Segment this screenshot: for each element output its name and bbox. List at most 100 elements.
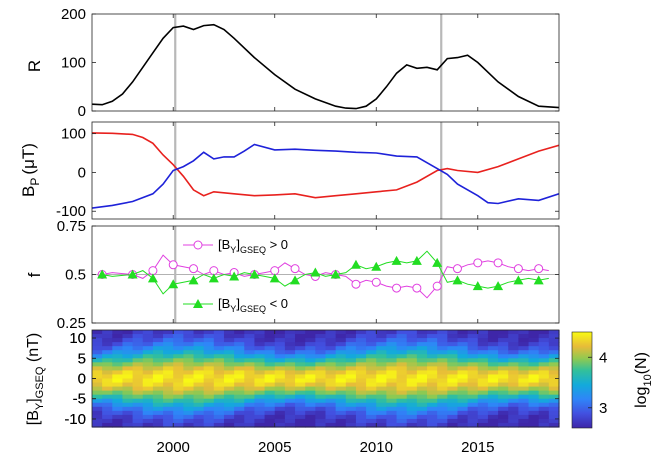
heatmap-cell <box>315 346 327 351</box>
heatmap-cell <box>508 362 519 367</box>
heatmap-cell <box>457 378 469 384</box>
heatmap-cell <box>315 386 327 392</box>
heatmap-cell <box>467 390 479 396</box>
heatmap-cell <box>92 410 103 416</box>
heatmap-cell <box>477 418 489 424</box>
heatmap-cell <box>132 350 144 355</box>
heatmap-cell <box>538 374 550 380</box>
heatmap-cell <box>447 406 459 412</box>
heatmap-cell <box>203 362 215 367</box>
axes-frame <box>91 121 560 220</box>
heatmap-cell <box>234 374 245 380</box>
heatmap-cell <box>335 398 347 404</box>
heatmap-cell <box>386 338 398 343</box>
heatmap-cell <box>508 350 519 355</box>
heatmap-cell <box>416 422 428 428</box>
heatmap-cell <box>437 346 448 351</box>
heatmap-cell <box>234 386 245 392</box>
heatmap-cell <box>142 358 154 363</box>
heatmap-cell <box>528 342 540 347</box>
heatmap-cell <box>508 422 519 428</box>
heatmap-cell <box>193 350 205 355</box>
heatmap-cell <box>498 362 509 367</box>
heatmap-cell <box>467 366 479 372</box>
heatmap-cell <box>223 382 235 388</box>
heatmap-cell <box>274 342 286 347</box>
heatmap-cell <box>173 330 184 335</box>
heatmap-cell <box>274 390 286 396</box>
heatmap-cell <box>223 342 235 347</box>
heatmap-cell <box>142 394 154 400</box>
heatmap-cell <box>538 366 550 372</box>
heatmap-cell <box>295 362 306 367</box>
heatmap-cell <box>457 338 469 343</box>
heatmap-cell <box>142 354 154 359</box>
heatmap-cell <box>437 378 448 384</box>
heatmap-cell <box>447 342 459 347</box>
heatmap-cell <box>264 362 276 367</box>
heatmap-cell <box>498 330 509 335</box>
series-marker <box>534 264 544 274</box>
heatmap-cell <box>386 422 398 428</box>
y-tick-label: 0.25 <box>57 315 86 332</box>
heatmap-cell <box>193 386 205 392</box>
heatmap-cell <box>325 394 337 400</box>
heatmap-cell <box>386 358 398 363</box>
heatmap-cell <box>193 398 205 404</box>
heatmap-cell <box>244 330 256 335</box>
heatmap-cell <box>295 410 306 416</box>
heatmap-cell <box>264 418 276 424</box>
heatmap-cell <box>386 382 398 388</box>
heatmap-cell <box>406 330 418 335</box>
heatmap-cell <box>335 366 347 372</box>
x-tick-label: 2015 <box>461 439 494 456</box>
heatmap-cell <box>498 390 509 396</box>
heatmap-cell <box>538 378 550 384</box>
heatmap-cell <box>234 414 245 420</box>
heatmap-cell <box>508 358 519 363</box>
heatmap-cell <box>102 390 113 396</box>
heatmap-cell <box>498 406 509 412</box>
heatmap-cell <box>213 350 225 355</box>
heatmap-cell <box>406 394 418 400</box>
heatmap-cell <box>92 382 103 388</box>
heatmap-cell <box>163 342 174 347</box>
heatmap-cell <box>538 386 550 392</box>
heatmap-cell <box>315 374 327 380</box>
heatmap-cell <box>305 358 316 363</box>
heatmap-cell <box>366 330 377 335</box>
heatmap-cell <box>173 382 184 388</box>
heatmap-cell <box>427 330 438 335</box>
heatmap-cell <box>345 378 357 384</box>
heatmap-cell <box>315 398 327 404</box>
heatmap-cell <box>477 346 489 351</box>
heatmap-cell <box>152 346 164 351</box>
heatmap-cell <box>498 414 509 420</box>
heatmap-cell <box>376 378 388 384</box>
series-marker <box>411 255 422 265</box>
heatmap-cell <box>112 378 124 384</box>
heatmap-cell <box>487 398 499 404</box>
heatmap-cell <box>427 390 438 396</box>
heatmap-cell <box>396 342 408 347</box>
heatmap-cell <box>183 402 195 408</box>
heatmap-cell <box>457 422 469 428</box>
series-marker <box>229 271 240 281</box>
heatmap-cell <box>406 374 418 380</box>
heatmap-cell <box>335 358 347 363</box>
heatmap-cell <box>467 330 479 335</box>
heatmap-cell <box>264 354 276 359</box>
heatmap-cell <box>122 410 134 416</box>
heatmap-cell <box>518 366 530 372</box>
heatmap-cell <box>457 382 469 388</box>
heatmap-cell <box>437 402 448 408</box>
heatmap-cell <box>406 398 418 404</box>
series-marker <box>208 273 219 283</box>
heatmap-cell <box>254 366 266 372</box>
heatmap-cell <box>305 334 316 339</box>
heatmap-cell <box>284 406 296 412</box>
heatmap-cell <box>244 398 256 404</box>
heatmap-cell <box>386 378 398 384</box>
heatmap-cell <box>244 394 256 400</box>
heatmap-cell <box>122 414 134 420</box>
